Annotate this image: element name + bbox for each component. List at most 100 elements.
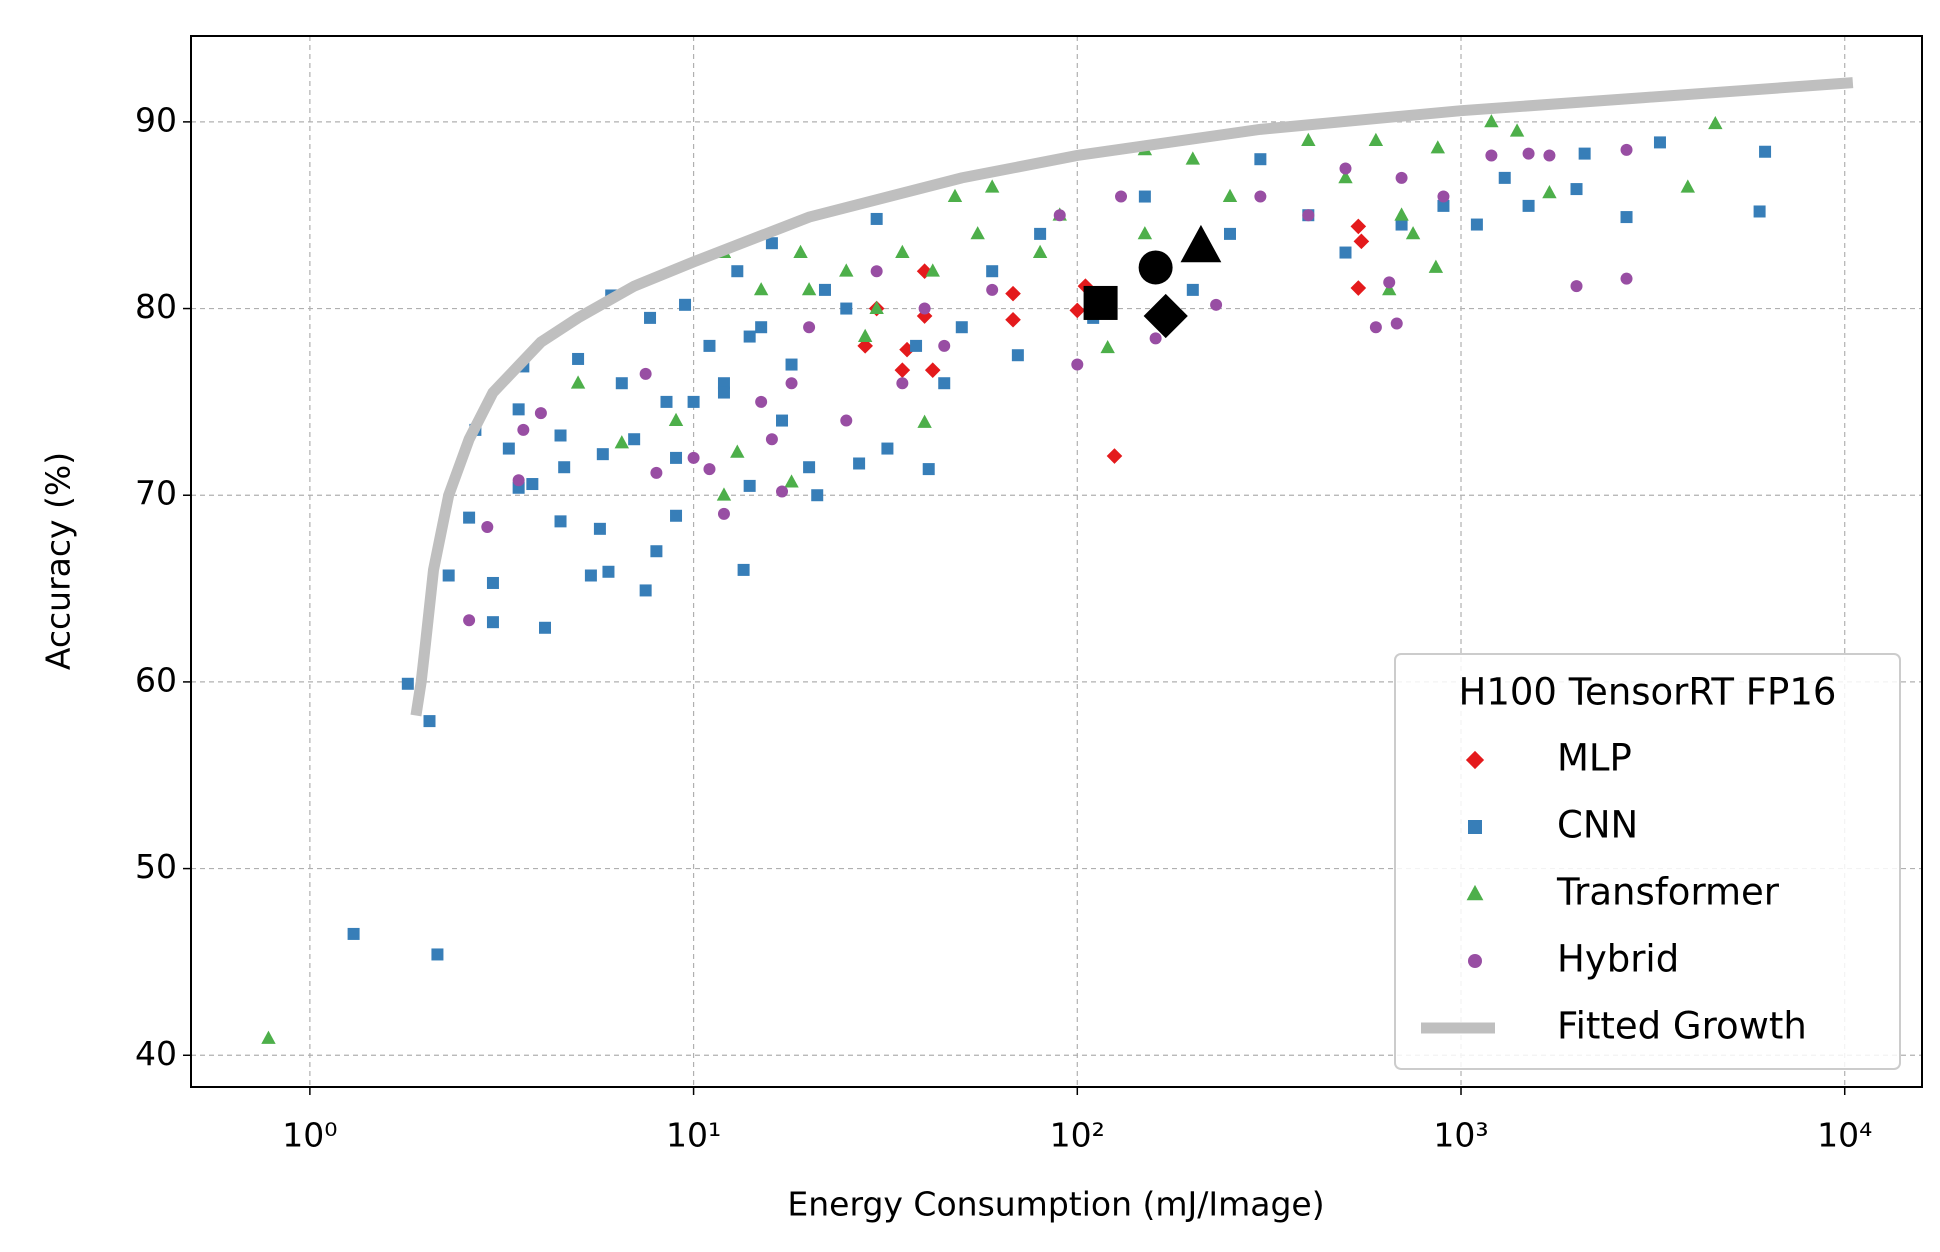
point xyxy=(1302,209,1315,222)
legend-label: Transformer xyxy=(1556,871,1780,914)
point xyxy=(463,614,476,627)
point xyxy=(793,244,808,258)
point xyxy=(1185,151,1201,165)
point xyxy=(1484,114,1499,128)
point xyxy=(955,321,968,334)
point xyxy=(584,569,597,582)
point xyxy=(785,358,798,371)
point xyxy=(1430,140,1446,154)
point xyxy=(679,298,692,311)
point xyxy=(924,362,941,378)
point xyxy=(1222,188,1238,202)
point xyxy=(670,451,683,464)
point xyxy=(1032,244,1048,258)
point xyxy=(857,328,873,342)
point xyxy=(1437,190,1450,203)
point xyxy=(743,479,756,492)
point xyxy=(755,395,768,408)
point xyxy=(1100,339,1115,354)
legend-marker xyxy=(1465,750,1485,770)
y-tick-label: 80 xyxy=(135,287,177,326)
point xyxy=(526,478,539,491)
point xyxy=(1254,190,1267,203)
point xyxy=(1338,170,1353,184)
point xyxy=(512,403,525,416)
y-tick-label: 70 xyxy=(135,474,177,513)
point xyxy=(1350,218,1367,235)
point xyxy=(650,466,663,479)
point xyxy=(840,302,853,315)
point xyxy=(703,339,716,352)
point xyxy=(1680,179,1696,193)
point xyxy=(554,515,567,528)
point xyxy=(870,265,883,278)
point xyxy=(731,265,744,278)
point xyxy=(765,433,778,446)
point xyxy=(853,457,866,470)
point xyxy=(554,429,567,442)
x-tick-label: 10⁰ xyxy=(282,1116,337,1155)
plot-frame xyxy=(190,35,1923,1088)
x-tick-label: 10¹ xyxy=(666,1116,721,1155)
point xyxy=(1053,209,1066,222)
point xyxy=(670,509,683,522)
point xyxy=(1620,272,1633,285)
point xyxy=(895,244,910,258)
point xyxy=(811,489,824,502)
point xyxy=(785,377,798,390)
point xyxy=(730,444,745,458)
point xyxy=(615,377,628,390)
legend-title: H100 TensorRT FP16 xyxy=(1459,671,1837,714)
point xyxy=(1405,226,1421,240)
point xyxy=(1115,190,1128,203)
point xyxy=(1759,145,1772,158)
point xyxy=(1011,349,1024,362)
point xyxy=(1223,227,1236,240)
point xyxy=(1570,183,1583,196)
point xyxy=(1383,276,1396,289)
point xyxy=(801,282,817,296)
point xyxy=(1395,171,1408,184)
point xyxy=(896,377,909,390)
point xyxy=(776,485,789,498)
point xyxy=(481,520,494,533)
y-axis-label: Accuracy (%) xyxy=(39,452,78,670)
point xyxy=(570,375,586,389)
point xyxy=(870,212,883,225)
point xyxy=(840,414,853,427)
point xyxy=(1620,143,1633,156)
point xyxy=(818,283,831,296)
point xyxy=(918,302,931,315)
point xyxy=(1005,285,1021,302)
point xyxy=(650,545,663,558)
point xyxy=(765,237,778,250)
point xyxy=(1069,302,1086,319)
y-tick-label: 50 xyxy=(135,847,177,886)
legend-label: Hybrid xyxy=(1557,938,1679,981)
point xyxy=(1005,311,1021,328)
point xyxy=(558,461,571,474)
legend-box xyxy=(1394,653,1901,1070)
point xyxy=(776,414,789,427)
point xyxy=(1395,218,1408,231)
point xyxy=(431,948,444,961)
point xyxy=(1034,227,1047,240)
point xyxy=(639,584,652,597)
point xyxy=(970,226,985,240)
point xyxy=(442,569,455,582)
point xyxy=(1509,123,1525,137)
point xyxy=(986,283,999,296)
point xyxy=(1339,162,1352,175)
point xyxy=(639,367,652,380)
point xyxy=(572,352,585,365)
point xyxy=(784,474,799,488)
point xyxy=(347,927,360,940)
point xyxy=(857,338,873,354)
point xyxy=(1106,448,1123,464)
point xyxy=(716,487,732,501)
point xyxy=(1578,147,1591,160)
point xyxy=(1543,149,1556,162)
point xyxy=(743,330,756,343)
point xyxy=(1301,132,1316,146)
y-tick-label: 40 xyxy=(135,1034,177,1073)
